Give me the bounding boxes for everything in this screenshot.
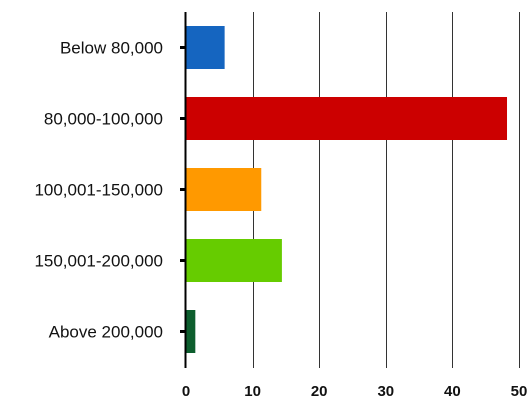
bar-4 (186, 239, 282, 282)
category-label-3: 100,001-150,000 (34, 181, 163, 200)
x-tick-labels: 0 10 20 30 40 50 (182, 383, 528, 400)
x-tick-label-30: 30 (377, 383, 394, 400)
category-labels: Below 80,000 80,000-100,000 100,001-150,00… (34, 39, 163, 342)
x-tick-label-20: 20 (311, 383, 328, 400)
category-label-5: Above 200,000 (49, 323, 163, 342)
bar-1 (186, 26, 225, 69)
category-label-1: Below 80,000 (60, 39, 163, 58)
x-tick-label-0: 0 (182, 383, 190, 400)
category-label-4: 150,001-200,000 (34, 252, 163, 271)
x-tick-label-40: 40 (444, 383, 461, 400)
y-axis (180, 12, 187, 368)
bar-2 (186, 97, 508, 140)
gridlines (253, 12, 520, 368)
bar-3 (186, 168, 262, 211)
bars (186, 26, 508, 353)
x-tick-label-50: 50 (511, 383, 528, 400)
x-tick-label-10: 10 (244, 383, 261, 400)
category-label-2: 80,000-100,000 (44, 110, 163, 129)
bar-5 (186, 310, 196, 353)
